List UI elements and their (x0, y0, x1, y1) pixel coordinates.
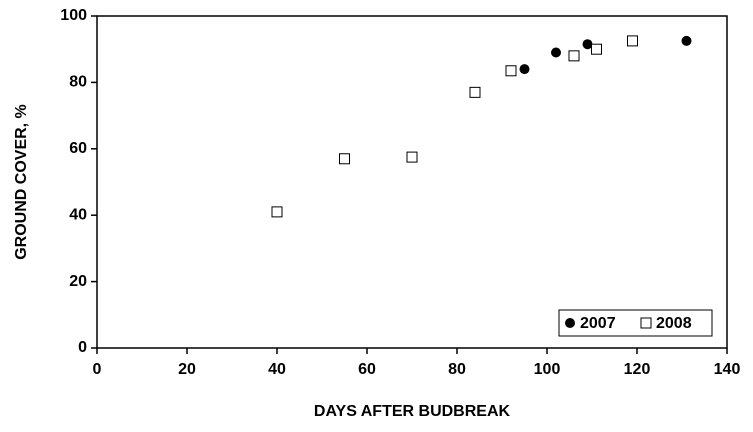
x-tick-label: 40 (268, 361, 286, 378)
legend-marker (565, 318, 575, 328)
y-tick-label: 60 (69, 140, 87, 157)
x-tick-label: 0 (93, 361, 102, 378)
point (519, 64, 530, 75)
x-tick-label: 80 (448, 361, 466, 378)
x-tick-label: 20 (178, 361, 196, 378)
x-axis-title: DAYS AFTER BUDBREAK (314, 403, 511, 420)
legend: 2007 2008 (558, 309, 713, 337)
plot-frame (96, 15, 728, 349)
legend-marker (640, 317, 652, 329)
y-tick-label: 100 (60, 7, 87, 24)
y-axis-title: GROUND COVER, % (13, 104, 30, 260)
y-tick-label: 80 (69, 74, 87, 91)
legend-label: 2008 (656, 315, 692, 332)
point (406, 151, 418, 163)
point (681, 35, 692, 46)
legend-label: 2007 (580, 315, 616, 332)
point (469, 86, 481, 98)
point (551, 47, 561, 58)
point (582, 39, 593, 50)
y-tick-label: 40 (69, 206, 87, 223)
x-tick-label: 140 (714, 361, 741, 378)
point (271, 206, 283, 218)
y-tick-label: 0 (78, 339, 87, 356)
x-tick-label: 120 (624, 361, 651, 378)
point (568, 50, 580, 62)
x-tick-label: 60 (358, 361, 376, 378)
legend-box (558, 309, 713, 337)
point (339, 153, 350, 165)
point (505, 65, 517, 77)
point (591, 43, 602, 55)
y-tick-label: 20 (69, 273, 87, 290)
point (627, 35, 638, 47)
x-tick-label: 100 (534, 361, 561, 378)
